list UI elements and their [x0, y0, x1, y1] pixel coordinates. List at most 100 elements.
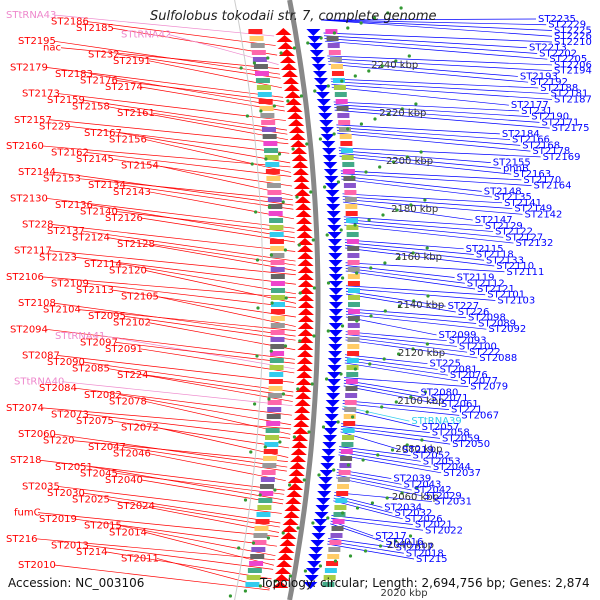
feature-box	[250, 43, 265, 48]
reverse-gene-arrow	[321, 141, 336, 148]
left-leader-line	[61, 381, 293, 407]
tick-dot	[298, 291, 302, 295]
feature-box	[343, 421, 356, 426]
right-gene-label: ST2175	[552, 123, 590, 134]
right-leader-line	[342, 193, 503, 204]
right-leader-line	[345, 334, 457, 347]
left-leader-line	[123, 315, 296, 341]
tick-dot	[376, 453, 380, 457]
feature-box	[346, 365, 359, 370]
right-leader-line	[330, 517, 424, 531]
tick-dot	[359, 122, 363, 126]
tick-dot	[350, 175, 354, 179]
feature-box	[338, 127, 351, 132]
tick-dot	[297, 243, 301, 247]
right-gene-label: ST2188	[540, 83, 578, 94]
feature-box	[328, 547, 341, 552]
tick-dot	[310, 382, 314, 386]
right-gene-label: ST2022	[425, 525, 463, 536]
reverse-gene-arrow	[326, 211, 341, 218]
forward-gene-arrow	[274, 567, 291, 574]
reverse-gene-arrow	[303, 582, 318, 589]
left-gene-label: ST2105	[121, 292, 159, 303]
reverse-gene-arrow	[324, 176, 339, 183]
right-gene-label: ST2103	[497, 295, 535, 306]
forward-gene-arrow	[290, 448, 307, 455]
left-leader-line	[74, 518, 277, 547]
tick-dot	[279, 51, 283, 55]
right-leader-line	[345, 288, 496, 301]
feature-box	[264, 155, 279, 160]
feature-box	[264, 442, 279, 447]
feature-box	[347, 316, 360, 321]
left-leader-line	[49, 250, 296, 276]
feature-box	[345, 386, 358, 391]
reverse-gene-arrow	[323, 428, 338, 435]
forward-gene-arrow	[294, 189, 311, 196]
tick-dot	[400, 107, 404, 111]
tick-dot	[414, 102, 418, 106]
reverse-gene-arrow	[317, 106, 332, 113]
forward-gene-arrow	[273, 574, 290, 581]
left-gene-label: ST2106	[6, 272, 44, 283]
feature-box	[268, 386, 283, 391]
left-gene-label: ST2087	[22, 350, 60, 361]
left-leader-line	[86, 21, 276, 46]
left-gene-label: ST2183	[55, 69, 93, 80]
right-gene-label: ST2118	[476, 250, 514, 261]
feature-box	[267, 197, 282, 202]
left-gene-label: ST2102	[113, 318, 151, 329]
feature-box	[249, 36, 264, 41]
reverse-gene-arrow	[311, 64, 326, 71]
feature-box	[335, 99, 348, 104]
tick-dot	[306, 41, 310, 45]
tick-dot	[339, 372, 343, 376]
right-leader-line	[342, 400, 450, 410]
right-gene-label: phhB	[503, 163, 529, 174]
reverse-gene-arrow	[313, 78, 328, 85]
feature-box	[340, 456, 353, 461]
left-leader-line	[111, 158, 292, 187]
right-gene-label: ST2057	[422, 422, 460, 433]
tick-dot	[299, 94, 303, 98]
right-leader-line	[341, 178, 492, 198]
left-leader-line	[140, 217, 296, 243]
tick-dot	[252, 61, 256, 65]
left-gene-label: ST224	[117, 370, 149, 381]
feature-box	[261, 120, 276, 125]
right-gene-label: ST2067	[461, 410, 499, 421]
right-leader-line	[344, 362, 459, 382]
tick-dot	[386, 11, 390, 15]
right-gene-label: ST2210	[554, 37, 592, 48]
right-gene-label: ST2034	[384, 502, 422, 513]
tick-dot	[326, 84, 330, 88]
tick-dot	[267, 205, 271, 209]
left-leader-line	[148, 60, 282, 89]
right-leader-line	[345, 316, 437, 336]
tick-dot	[380, 64, 384, 68]
left-gene-label: ST2123	[39, 252, 77, 263]
feature-box	[269, 239, 284, 244]
feature-box	[260, 477, 275, 482]
left-gene-label: ST2145	[76, 154, 114, 165]
feature-box	[255, 78, 270, 83]
left-gene-label: ST2094	[10, 324, 48, 335]
left-leader-line	[45, 67, 284, 98]
left-gene-label: ST2108	[18, 298, 56, 309]
tick-dot	[281, 531, 285, 535]
tick-dot	[258, 584, 262, 588]
left-gene-label: ST220	[43, 436, 75, 447]
feature-box	[332, 519, 345, 524]
tick-dot	[281, 392, 285, 396]
tick-dot	[355, 319, 359, 323]
reverse-gene-arrow	[327, 232, 342, 239]
kbp-tick-labels: 2240 kbp 2220 kbp 2200 kbp 2180 kbp 2160 kbp…	[371, 60, 445, 599]
left-leader-line	[123, 184, 294, 210]
reverse-gene-arrow	[328, 337, 343, 344]
left-gene-label: ST2091	[105, 344, 143, 355]
right-leader-line	[336, 127, 511, 140]
right-gene-label: ST2170	[523, 175, 561, 186]
tick-dot	[348, 554, 353, 558]
tick-dot	[251, 541, 256, 545]
right-gene-label: ST2235	[538, 14, 576, 25]
